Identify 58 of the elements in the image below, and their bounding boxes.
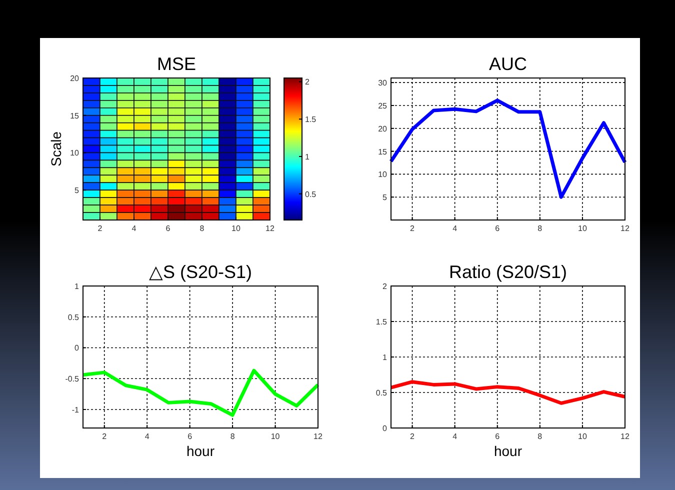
color-bar-label: 1.5: [305, 115, 317, 124]
color-bar-label: 0.5: [305, 190, 317, 199]
y-tick-label: 5: [382, 193, 388, 202]
y-tick-label: 5: [74, 186, 80, 196]
line-series: [389, 380, 627, 405]
y-tick-label: 1: [74, 282, 80, 291]
x-tick-label: 4: [132, 224, 137, 233]
x-tick-label: 8: [538, 432, 543, 441]
x-tick-label: 10: [270, 432, 280, 441]
x-tick-label: 6: [166, 224, 171, 233]
x-tick-label: 2: [102, 432, 108, 441]
y-tick-label: 20: [378, 124, 388, 134]
x-tick-label: 10: [578, 432, 588, 441]
y-tick-label: 0.5: [376, 388, 388, 398]
y-tick-label: 25: [378, 101, 388, 110]
x-tick-label: 12: [620, 224, 630, 233]
y-tick-label: 10: [378, 170, 388, 180]
chart-title: MSE: [156, 54, 196, 74]
y-tick-label: 20: [70, 74, 80, 83]
y-tick-label: 2: [382, 282, 388, 291]
color-bar-label: 1: [305, 152, 310, 162]
x-axis-title: hour: [186, 443, 215, 459]
x-tick-label: 8: [538, 224, 543, 233]
y-axis-title: Scale: [48, 131, 64, 167]
x-tick-label: 6: [188, 432, 193, 441]
x-tick-label: 10: [232, 224, 241, 233]
y-tick-label: 0: [382, 424, 388, 433]
line-series: [81, 368, 320, 417]
color-bar-label: 2: [305, 78, 310, 87]
y-tick-label: 10: [70, 148, 80, 158]
chart-title: △S (S20-S1): [148, 262, 252, 282]
x-tick-label: 12: [266, 224, 275, 233]
x-tick-label: 12: [620, 432, 630, 441]
y-tick-label: 1: [382, 353, 388, 362]
y-tick-label: -0.5: [65, 374, 80, 384]
x-tick-label: 2: [98, 224, 103, 233]
x-tick-label: 4: [452, 432, 458, 441]
x-tick-label: 6: [495, 432, 500, 441]
y-tick-label: 0.5: [68, 312, 80, 322]
y-tick-label: 15: [378, 147, 388, 156]
x-tick-label: 6: [495, 224, 500, 233]
x-tick-label: 2: [410, 432, 416, 441]
x-tick-label: 8: [230, 432, 236, 441]
y-tick-label: 30: [378, 78, 388, 88]
chart-title: Ratio (S20/S1): [448, 262, 568, 282]
x-tick-label: 10: [578, 224, 588, 233]
line-series: [389, 98, 627, 199]
y-tick-label: 1.5: [376, 318, 388, 326]
y-tick-label: 0: [74, 344, 80, 353]
x-tick-label: 4: [452, 224, 458, 233]
x-axis-title: hour: [494, 443, 522, 459]
x-tick-label: 4: [144, 432, 150, 441]
y-tick-label: 15: [70, 111, 80, 120]
x-tick-label: 12: [314, 432, 323, 441]
x-tick-label: 8: [200, 224, 205, 233]
x-tick-label: 2: [410, 224, 416, 233]
y-tick-label: -1: [72, 405, 80, 414]
chart-title: AUC: [488, 54, 528, 74]
